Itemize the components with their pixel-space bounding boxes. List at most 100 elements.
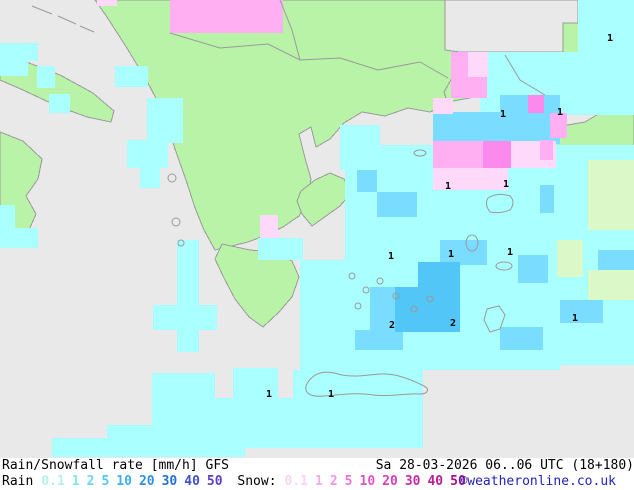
precip-cell-c1 — [0, 60, 28, 76]
precip-cell-c2 — [560, 300, 603, 323]
snow-legend-value: 40 — [427, 474, 444, 489]
precip-cell-c2 — [377, 192, 417, 217]
precip-cell-c1 — [147, 98, 183, 143]
ionian-island — [177, 239, 185, 247]
precip-cell-p1 — [540, 140, 553, 160]
rain-legend-value: 2 — [86, 474, 95, 489]
map-value-label: 1 — [500, 109, 506, 120]
rain-scale-label: Rain — [2, 474, 34, 489]
precip-cell-lg — [557, 240, 583, 277]
precip-cell-p0 — [433, 98, 453, 114]
rain-legend-value: 20 — [138, 474, 155, 489]
precip-cell-p0 — [260, 215, 278, 238]
rain-legend-value: 50 — [206, 474, 223, 489]
black-sea — [444, 0, 579, 53]
snow-legend-value: 0.1 — [284, 474, 309, 489]
precip-cell-p1 — [550, 113, 567, 138]
cyclades-island — [354, 302, 362, 310]
rain-legend-value: 30 — [161, 474, 178, 489]
map-value-label: 2 — [450, 318, 456, 329]
map-value-label: 1 — [328, 389, 334, 400]
precip-cell-c1 — [258, 238, 303, 260]
precip-cell-c1 — [115, 66, 148, 87]
precip-cell-c1 — [127, 140, 168, 168]
map-value-label: 2 — [389, 320, 395, 331]
map-value-label: 1 — [503, 179, 509, 190]
ionian-island — [171, 217, 181, 227]
precip-cell-lg — [588, 160, 634, 230]
precip-cell-c1 — [0, 43, 38, 61]
map-value-label: 1 — [445, 181, 451, 192]
dalmatian-islands — [31, 5, 95, 33]
ionian-island — [167, 173, 177, 183]
precip-cell-c1 — [0, 228, 38, 248]
map-datetime: Sa 28-03-2026 06..06 UTC (18+180) — [375, 458, 634, 473]
precip-cell-c1 — [177, 240, 199, 352]
map-value-label: 1 — [607, 33, 613, 44]
precip-cell-c3 — [418, 262, 460, 289]
precipitation-cells — [0, 0, 634, 458]
cyclades-island — [392, 292, 400, 300]
precip-cell-c2 — [357, 170, 377, 192]
country-border — [169, 0, 546, 96]
rain-legend-value: 0.1 — [41, 474, 65, 489]
precip-cell-p0 — [433, 168, 508, 190]
map-value-label: 1 — [507, 247, 513, 258]
legend-scale-row: Rain 0.1 1 2 5 10 20 30 40 50 Snow: 0.1 1 2 5 10 20 30 40… — [0, 474, 634, 490]
precip-cell-c1 — [578, 0, 634, 52]
precip-cell-sea — [560, 365, 634, 458]
rain-legend-value: 10 — [116, 474, 132, 489]
weather-map: 1 1 1 1 1 1 1 1 2 2 1 1 1 — [0, 0, 634, 458]
precip-cell-c2 — [440, 240, 487, 265]
rain-legend-value: 1 — [71, 474, 80, 489]
precip-cell-c2 — [433, 112, 560, 144]
precip-cell-c2 — [370, 287, 397, 330]
snow-legend-value: 5 — [344, 474, 353, 489]
precip-cell-c1 — [52, 438, 245, 457]
map-value-label: 1 — [557, 107, 563, 118]
chios-outline — [465, 234, 479, 252]
cyclades-island — [410, 305, 418, 313]
snow-legend-value: 20 — [382, 474, 398, 489]
map-title: Rain/Snowfall rate [mm/h] GFS — [2, 458, 229, 473]
precip-cell-p2 — [483, 141, 511, 168]
snow-scale-values: 0.1 1 2 5 10 20 30 40 50 — [285, 474, 473, 489]
snow-scale-label: Snow: — [237, 474, 277, 489]
precip-cell-lg — [588, 270, 634, 300]
snow-legend-value: 10 — [359, 474, 376, 489]
map-value-labels: 1 1 1 1 1 1 1 1 2 2 1 1 1 — [266, 33, 613, 400]
rain-legend-value: 5 — [101, 474, 110, 489]
crete-outline — [305, 371, 428, 397]
legend-title-row: Rain/Snowfall rate [mm/h] GFS Sa 28-03-2… — [0, 458, 634, 474]
map-value-label: 1 — [572, 313, 578, 324]
precip-cell-c1 — [37, 66, 55, 88]
map-value-label: 1 — [448, 249, 454, 260]
precip-cell-c1 — [293, 370, 423, 448]
rain-scale-values: 0.1 1 2 5 10 20 30 40 50 — [41, 474, 229, 489]
precip-cell-c2 — [355, 330, 403, 350]
copyright: ©weatheronline.co.uk — [459, 474, 616, 489]
precip-cell-c1 — [49, 94, 70, 113]
rhodes-outline — [483, 305, 506, 333]
model-name: GFS — [205, 458, 229, 473]
cyclades-island — [348, 272, 356, 280]
precip-cell-c3 — [395, 287, 460, 332]
snow-legend-value: 1 — [315, 474, 323, 489]
precip-cell-p1 — [170, 0, 283, 33]
cyclades-island — [376, 277, 384, 285]
precip-cell-p2 — [528, 95, 544, 113]
precip-cell-c1 — [153, 305, 217, 330]
precip-cell-sea — [345, 448, 423, 458]
precip-cell-p0 — [468, 52, 488, 77]
precip-cell-c2 — [540, 185, 554, 213]
precip-cell-c2 — [500, 327, 543, 350]
samos-outline — [495, 261, 513, 271]
rain-legend-value: 40 — [184, 474, 200, 489]
map-value-label: 1 — [388, 251, 394, 262]
map-value-label: 1 — [266, 389, 272, 400]
precip-cell-p0 — [97, 0, 117, 6]
snow-legend-value: 30 — [404, 474, 421, 489]
cyclades-island — [362, 286, 370, 294]
legend-bar: Rain/Snowfall rate [mm/h] GFS Sa 28-03-2… — [0, 458, 634, 490]
